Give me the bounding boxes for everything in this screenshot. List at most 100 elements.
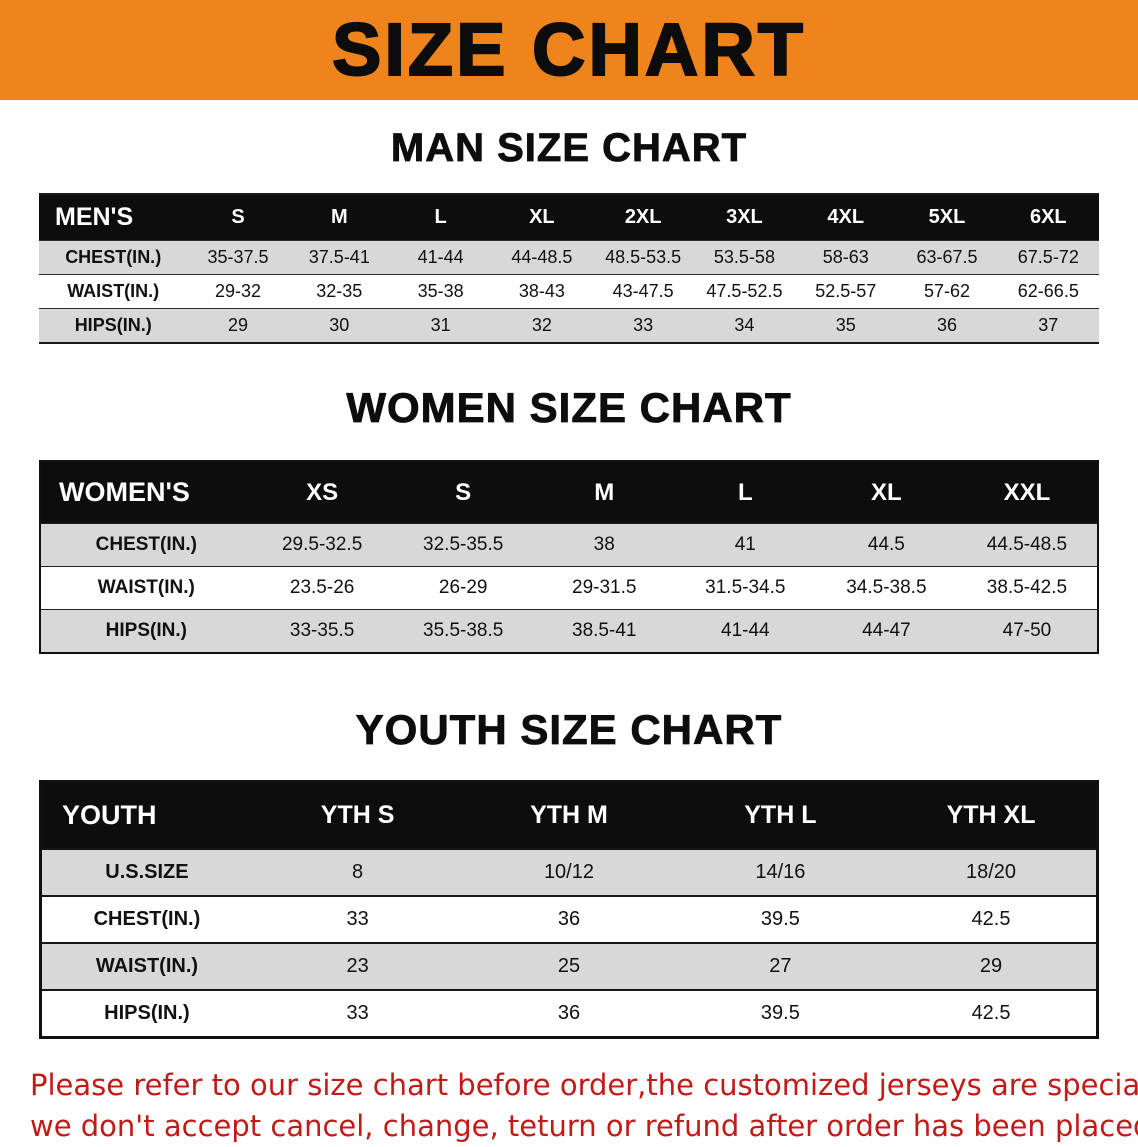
size-header-cell: 4XL <box>795 194 897 241</box>
size-value-cell: 43-47.5 <box>612 281 674 301</box>
table-title-cell: WOMEN'S <box>40 461 252 524</box>
size-header-cell: YTH M <box>463 781 675 849</box>
table-header-row: WOMEN'S XS S M L XL XXL <box>40 461 1098 524</box>
size-value-cell: 29-32 <box>215 281 262 301</box>
table-row: WAIST(IN.) 29-32 32-35 35-38 38-43 43-47.5 47.… <box>39 274 1099 309</box>
size-value-cell: 47-50 <box>1002 620 1052 641</box>
table-row: CHEST(IN.) 33 36 39.5 42.5 <box>40 896 1098 943</box>
size-header-cell: L <box>389 194 492 241</box>
size-value-cell: 47.5-52.5 <box>706 281 783 301</box>
size-header-cell: XXL <box>956 461 1098 524</box>
table-row: HIPS(IN.) 29 30 31 32 33 34 35 36 37 <box>39 308 1099 343</box>
size-value-cell: 33 <box>346 908 369 930</box>
size-header-cell: XS <box>251 461 393 524</box>
size-header-cell: L <box>674 461 816 524</box>
size-value-cell: 29.5-32.5 <box>281 534 363 555</box>
content: MAN SIZE CHART MEN'S S M L XL 2XL 3XL 4XL 5XL 6XL… <box>0 126 1138 1039</box>
size-value-cell: 35-37.5 <box>207 247 269 267</box>
size-value-cell: 57-62 <box>923 281 971 301</box>
size-value-cell: 41 <box>734 534 756 555</box>
size-value-cell: 32-35 <box>316 281 363 301</box>
size-header-cell: 5XL <box>896 194 998 241</box>
row-label-cell: HIPS(IN.) <box>105 620 187 641</box>
size-header-cell: 3XL <box>693 194 796 241</box>
size-value-cell: 41-44 <box>721 620 770 641</box>
row-label-cell: CHEST(IN.) <box>93 908 201 930</box>
size-value-cell: 44-47 <box>862 620 911 641</box>
table-row: U.S.SIZE 8 10/12 14/16 18/20 <box>40 849 1098 896</box>
disclaimer-line-1: Please refer to our size chart before or… <box>30 1068 1138 1102</box>
disclaimer-line-2: we don't accept cancel, change, teturn o… <box>30 1109 1138 1144</box>
size-value-cell: 62-66.5 <box>1017 281 1079 301</box>
size-value-cell: 53.5-58 <box>713 247 775 267</box>
size-header-cell: 6XL <box>997 194 1099 241</box>
row-label-cell: WAIST(IN.) <box>67 281 160 301</box>
size-value-cell: 18/20 <box>966 861 1017 883</box>
size-header-cell: 2XL <box>592 194 694 241</box>
size-value-cell: 37.5-41 <box>308 247 370 267</box>
size-value-cell: 63-67.5 <box>916 247 978 267</box>
size-value-cell: 38.5-41 <box>572 620 637 641</box>
size-value-cell: 44.5-48.5 <box>986 534 1068 555</box>
youth-size-section: YOUTH SIZE CHART YOUTH YTH S YTH M YTH L YTH… <box>0 706 1138 1039</box>
size-header-cell: YTH S <box>251 781 464 849</box>
disclaimer: Please refer to our size chart before or… <box>30 1065 1138 1147</box>
table-row: HIPS(IN.) 33 36 39.5 42.5 <box>40 990 1098 1038</box>
size-value-cell: 58-63 <box>822 247 869 267</box>
table-row: HIPS(IN.) 33-35.5 35.5-38.5 38.5-41 41-44 44-… <box>40 609 1098 653</box>
row-label-cell: U.S.SIZE <box>105 861 189 883</box>
size-value-cell: 8 <box>352 861 364 883</box>
table-row: CHEST(IN.) 29.5-32.5 32.5-35.5 38 41 44.5 44.5… <box>40 523 1098 567</box>
size-value-cell: 39.5 <box>760 1002 800 1024</box>
size-header-cell: M <box>288 194 390 241</box>
table-header-row: YOUTH YTH S YTH M YTH L YTH XL <box>40 781 1098 849</box>
size-value-cell: 32.5-35.5 <box>423 534 504 555</box>
table-row: WAIST(IN.) 23.5-26 26-29 29-31.5 31.5-34.5 34… <box>40 566 1098 610</box>
size-value-cell: 30 <box>329 315 350 335</box>
table-row: WAIST(IN.) 23 25 27 29 <box>40 943 1098 990</box>
row-label-cell: HIPS(IN.) <box>104 1002 190 1024</box>
size-value-cell: 41-44 <box>417 247 464 267</box>
women-section-heading: WOMEN SIZE CHART <box>346 384 792 432</box>
men-size-section: MAN SIZE CHART MEN'S S M L XL 2XL 3XL 4XL 5XL 6XL… <box>0 126 1138 344</box>
row-label-cell: WAIST(IN.) <box>97 577 195 598</box>
size-value-cell: 36 <box>557 1002 581 1024</box>
size-value-cell: 23 <box>346 955 369 977</box>
size-value-cell: 35.5-38.5 <box>423 620 504 641</box>
size-value-cell: 10/12 <box>543 861 594 883</box>
row-label-cell: HIPS(IN.) <box>74 315 152 335</box>
size-value-cell: 31.5-34.5 <box>705 577 786 598</box>
size-value-cell: 44-48.5 <box>511 247 573 267</box>
size-value-cell: 33 <box>633 315 654 335</box>
size-value-cell: 29 <box>979 955 1003 977</box>
size-value-cell: 42.5 <box>971 908 1011 930</box>
size-value-cell: 36 <box>557 908 581 930</box>
size-value-cell: 67.5-72 <box>1017 247 1079 267</box>
size-header-cell: S <box>392 461 534 524</box>
size-value-cell: 35-38 <box>417 281 464 301</box>
size-value-cell: 33 <box>346 1002 369 1024</box>
size-value-cell: 36 <box>936 315 958 335</box>
women-size-table: WOMEN'S XS S M L XL XXL CHEST(IN.) 29.5-32.5 32.5… <box>39 460 1099 654</box>
size-value-cell: 14/16 <box>755 861 806 883</box>
size-value-cell: 29-31.5 <box>572 577 637 598</box>
size-value-cell: 52.5-57 <box>815 281 877 301</box>
size-value-cell: 39.5 <box>760 908 800 930</box>
size-value-cell: 44.5 <box>867 534 905 555</box>
size-value-cell: 25 <box>557 955 581 977</box>
size-value-cell: 29 <box>228 315 249 335</box>
size-value-cell: 42.5 <box>971 1002 1011 1024</box>
size-value-cell: 38 <box>593 534 615 555</box>
size-value-cell: 38.5-42.5 <box>986 577 1068 598</box>
size-value-cell: 37 <box>1038 315 1059 335</box>
youth-section-heading: YOUTH SIZE CHART <box>355 706 783 754</box>
row-label-cell: WAIST(IN.) <box>95 955 199 977</box>
men-size-table: MEN'S S M L XL 2XL 3XL 4XL 5XL 6XL CHEST(IN.) 35-37… <box>39 193 1099 344</box>
size-value-cell: 27 <box>769 955 792 977</box>
size-header-cell: M <box>533 461 675 524</box>
size-value-cell: 31 <box>430 315 451 335</box>
size-value-cell: 23.5-26 <box>289 577 355 598</box>
table-row: CHEST(IN.) 35-37.5 37.5-41 41-44 44-48.5 48.5… <box>39 240 1099 275</box>
men-section-heading: MAN SIZE CHART <box>390 126 748 171</box>
